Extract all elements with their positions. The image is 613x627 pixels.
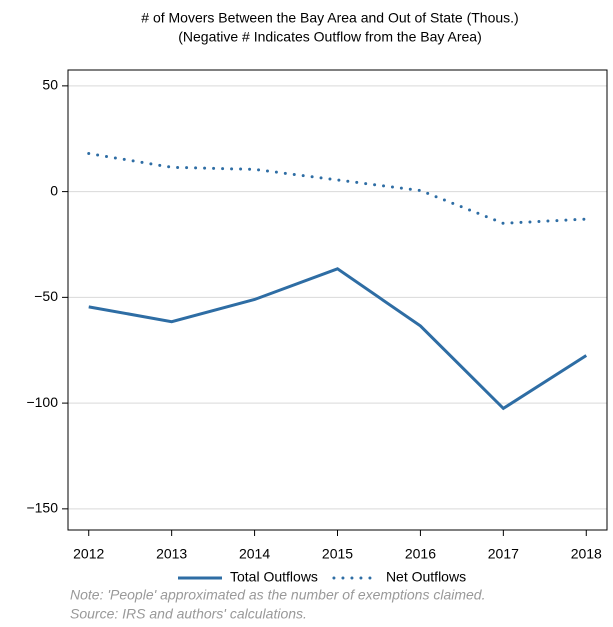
y-tick-label: 0 <box>50 182 58 198</box>
x-tick-label: 2016 <box>405 546 436 562</box>
y-tick-label: 50 <box>42 77 58 93</box>
plot-frame <box>67 69 608 531</box>
chart-title: # of Movers Between the Bay Area and Out… <box>141 10 518 26</box>
y-tick-label: −150 <box>26 500 58 516</box>
x-tick-label: 2014 <box>239 546 270 562</box>
source: Source: IRS and authors' calculations. <box>70 606 307 622</box>
x-tick-label: 2017 <box>488 546 519 562</box>
x-tick-label: 2018 <box>571 546 602 562</box>
note: Note: 'People' approximated as the numbe… <box>70 587 485 603</box>
x-tick-label: 2012 <box>73 546 104 562</box>
chart-subtitle: (Negative # Indicates Outflow from the B… <box>178 29 481 45</box>
series-line <box>87 152 588 225</box>
x-tick-label: 2015 <box>322 546 353 562</box>
legend-label: Total Outflows <box>230 569 318 585</box>
series-line <box>88 267 588 411</box>
legend-label: Net Outflows <box>386 569 466 585</box>
y-tick-label: −50 <box>34 288 58 304</box>
y-tick-label: −100 <box>26 394 58 410</box>
x-tick-label: 2013 <box>156 546 187 562</box>
